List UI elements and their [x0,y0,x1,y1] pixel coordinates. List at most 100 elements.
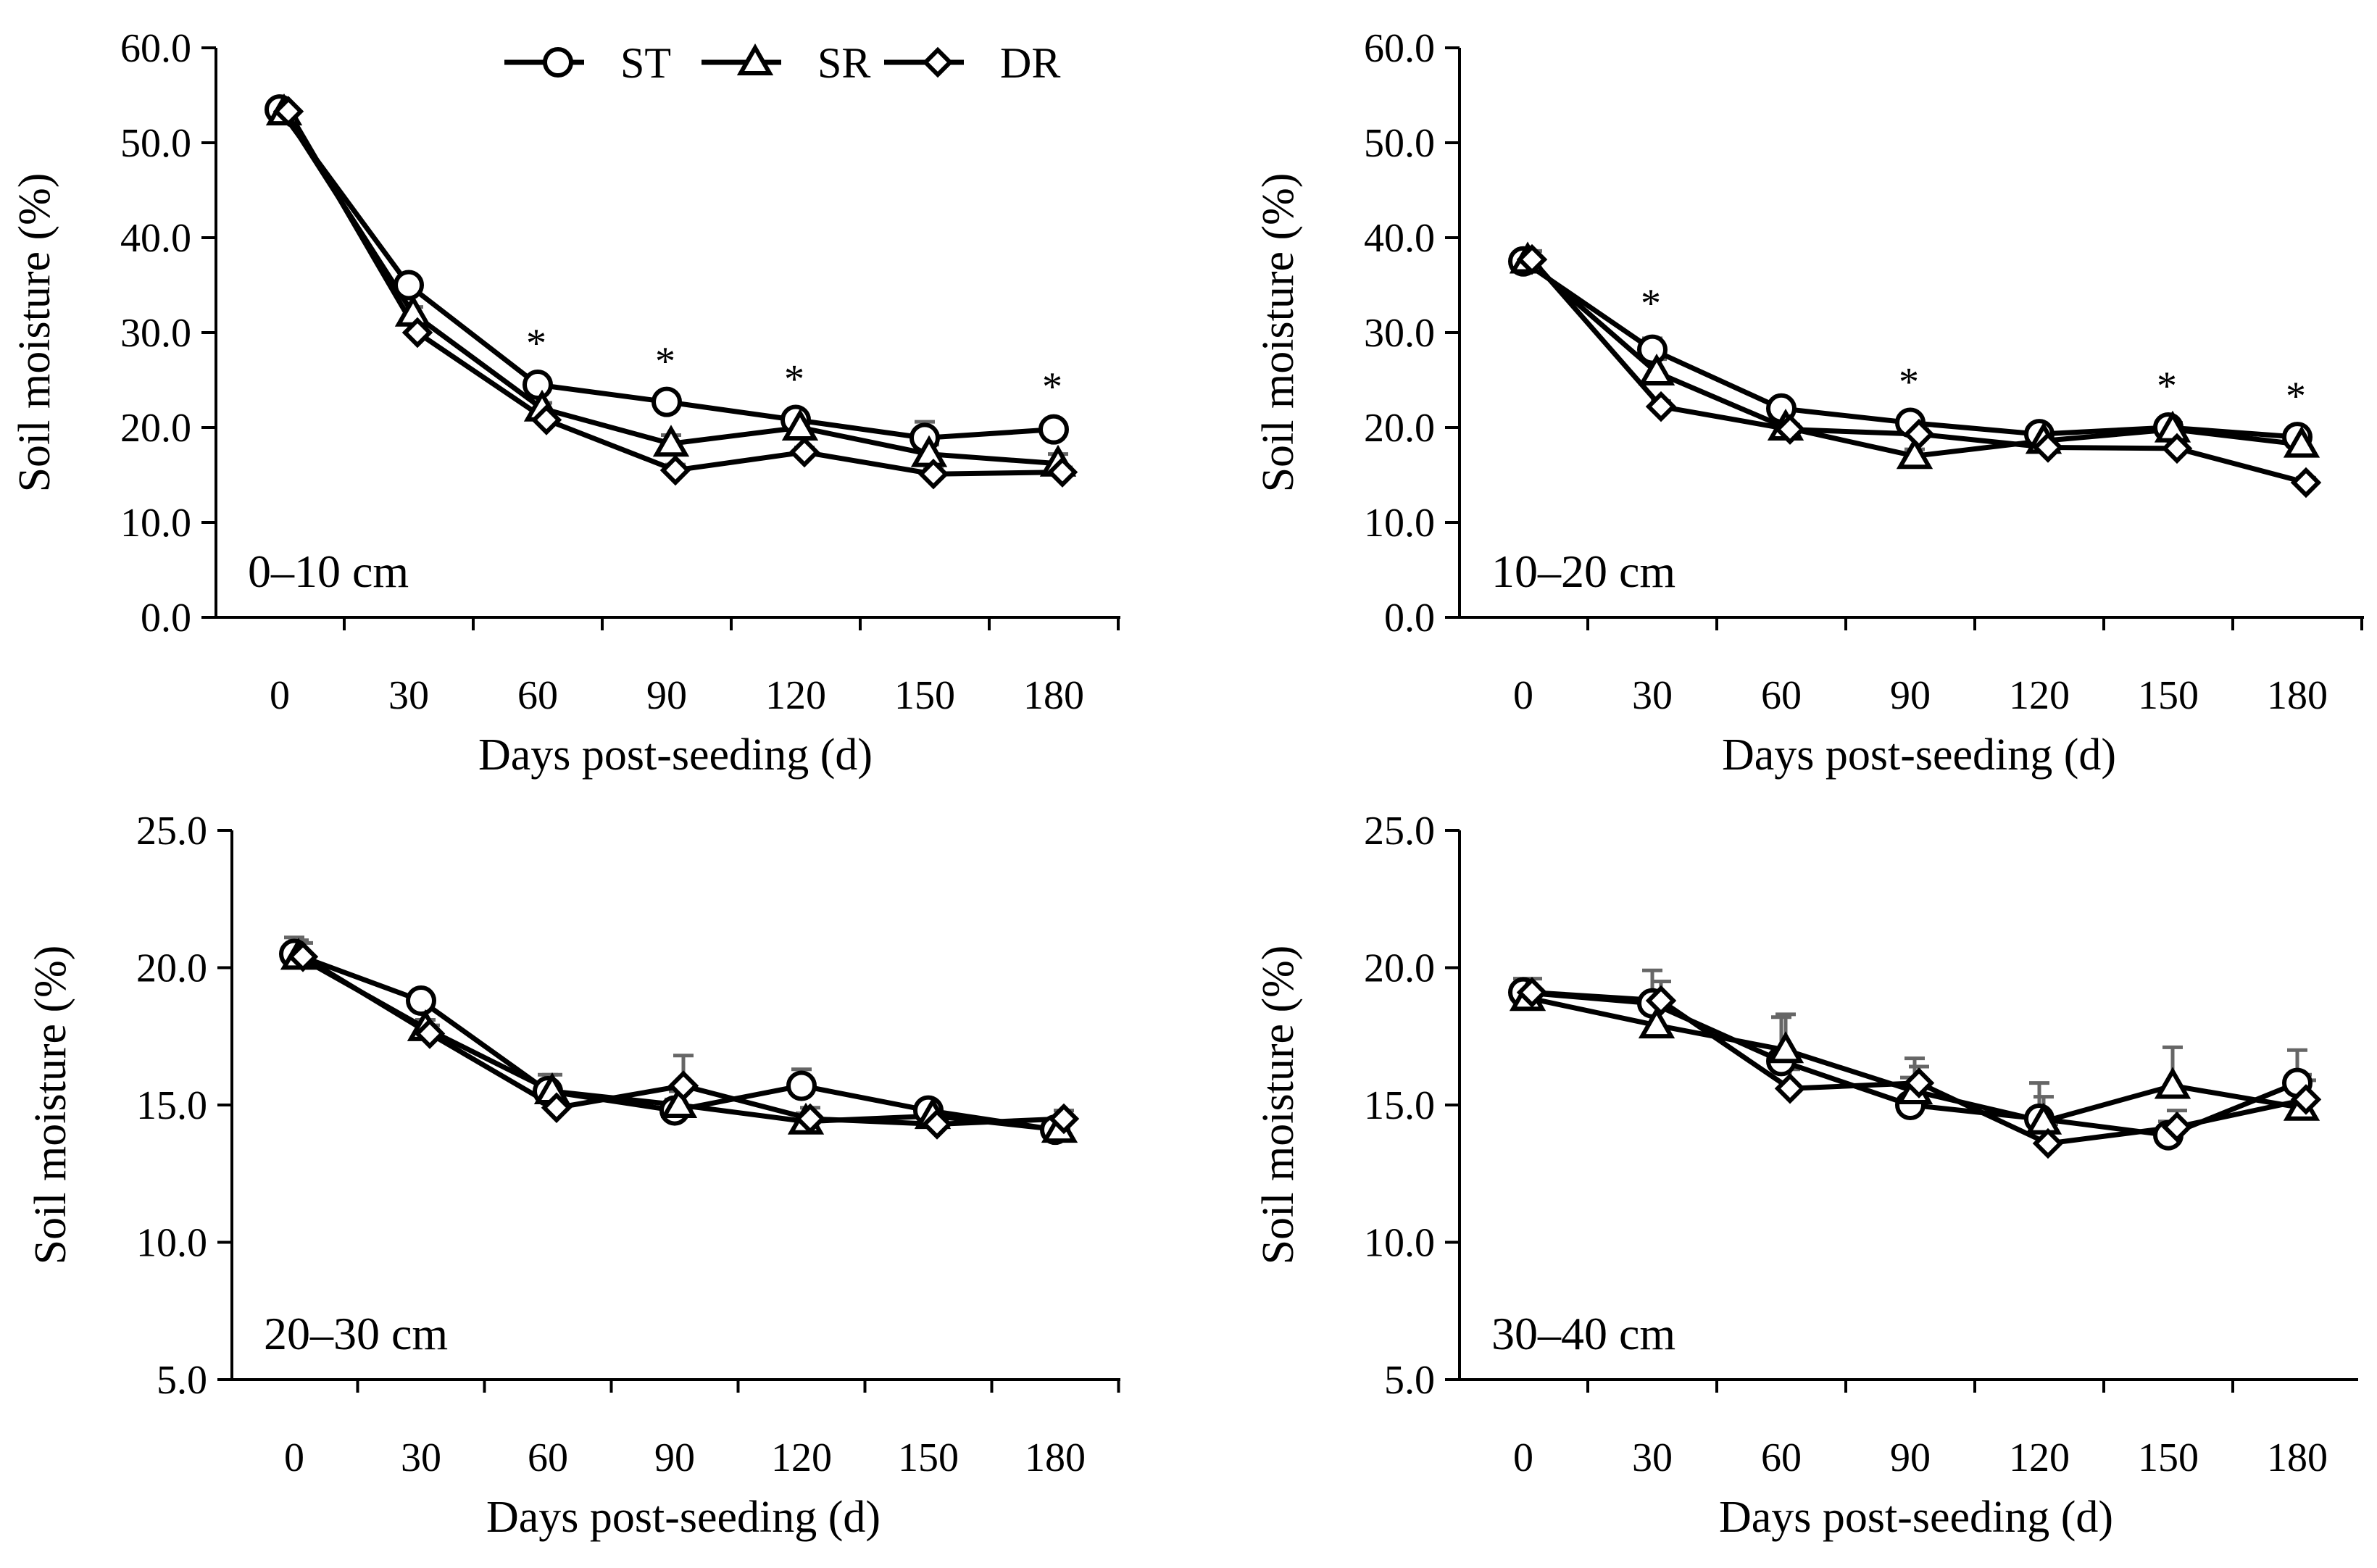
x-tick-label: 150 [894,673,955,718]
data-point-dr [2161,433,2193,464]
data-point-dr [1048,1103,1080,1135]
data-point-dr [1903,418,1935,450]
data-point-dr [530,404,562,435]
y-tick-label: 10.0 [120,501,191,546]
data-point-st [1637,334,1668,365]
legend-label-st: ST [620,39,671,87]
x-tick-label: 150 [2138,1435,2199,1480]
significance-mark: * [2286,374,2306,419]
y-axis-title: Soil moisture (%) [26,946,75,1265]
y-axis-title: Soil moisture (%) [10,173,59,493]
y-tick-label: 20.0 [120,406,191,451]
data-point-dr [1516,243,1548,275]
x-tick-label: 60 [1761,1435,1802,1480]
x-tick-label: 60 [528,1435,568,1480]
data-point-dr [921,1109,953,1140]
data-point-dr [272,96,304,128]
y-tick-label: 60.0 [120,26,191,71]
data-point-dr [541,1092,573,1124]
data-point-sr [652,425,690,457]
y-tick-label: 5.0 [1384,1358,1435,1403]
data-point-st [406,985,436,1016]
data-point-dr [2290,1084,2322,1115]
data-point-dr [1903,1067,1935,1098]
data-point-dr [788,436,820,468]
x-tick-label: 180 [2267,1435,2328,1480]
data-point-dr [1645,985,1677,1017]
x-tick-label: 180 [2267,673,2328,718]
x-tick-label: 120 [771,1435,832,1480]
x-tick-label: 180 [1025,1435,1086,1480]
data-point-dr [2032,432,2064,463]
data-point-sr [660,1085,698,1118]
y-tick-label: 30.0 [1364,311,1435,356]
depth-label: 10–20 cm [1491,546,1675,597]
x-tick-label: 90 [1890,673,1931,718]
data-point-dr [1774,414,1806,445]
x-axis-title: Days post-seeding (d) [486,1493,881,1542]
data-point-dr [1645,391,1677,422]
data-point-dr [401,317,433,349]
legend: ST SR DR [504,39,1060,87]
y-tick-label: 0.0 [141,596,191,641]
data-point-dr [1774,1073,1806,1104]
y-tick-label: 10.0 [1364,501,1435,546]
legend-label-dr: DR [1000,39,1060,87]
significance-mark: * [1641,281,1661,326]
data-point-dr [2161,1112,2193,1143]
data-point-sr [1896,437,1933,470]
y-tick-label: 50.0 [120,121,191,166]
data-point-sr [2154,1067,2191,1099]
data-point-st [523,370,553,401]
legend-label-sr: SR [817,39,870,87]
x-tick-label: 0 [1513,1435,1533,1480]
y-tick-label: 10.0 [1364,1221,1435,1266]
y-tick-label: 10.0 [136,1221,207,1266]
depth-label: 0–10 cm [248,546,409,597]
data-point-st [1038,414,1069,445]
significance-mark: * [784,357,804,402]
y-tick-label: 20.0 [1364,946,1435,991]
data-point-sr [2283,425,2320,458]
data-point-dr [917,458,949,490]
data-point-sr [1767,1031,1804,1064]
data-point-sr [2025,1102,2062,1135]
x-tick-label: 120 [765,673,826,718]
panel-3: 5.0 10.0 15.0 20.0 25.0 0 30 60 90 120 150 180 Days … [26,809,1120,1542]
significance-mark: * [1042,364,1062,409]
y-tick-label: 25.0 [1364,809,1435,854]
x-tick-label: 0 [1513,673,1533,718]
x-tick-label: 120 [2009,1435,2070,1480]
x-axis-title: Days post-seeding (d) [1722,730,2116,780]
y-tick-label: 15.0 [136,1083,207,1128]
data-point-dr [2032,1127,2064,1159]
x-tick-label: 150 [2138,673,2199,718]
y-axis-title: Soil moisture (%) [1254,946,1303,1265]
data-point-dr [659,454,691,486]
x-tick-label: 30 [401,1435,441,1480]
significance-mark: * [2157,364,2177,409]
panel-1: 0.0 10.0 20.0 30.0 40.0 50.0 60.0 0 30 60 90 120 150… [10,26,1120,780]
y-tick-label: 50.0 [1364,121,1435,166]
x-tick-label: 60 [1761,673,1802,718]
significance-mark: * [1899,360,1919,405]
data-point-st [652,386,682,417]
y-tick-label: 0.0 [1384,596,1435,641]
legend-marker-dr [922,46,954,78]
x-axis-title: Days post-seeding (d) [1719,1493,2113,1542]
data-point-dr [1046,456,1078,488]
legend-marker-st [543,47,573,78]
y-tick-label: 30.0 [120,311,191,356]
y-tick-label: 20.0 [1364,406,1435,451]
legend-marker-sr [736,43,774,75]
x-tick-label: 60 [517,673,558,718]
x-tick-label: 90 [646,673,687,718]
data-point-st [394,270,424,301]
x-tick-label: 120 [2009,673,2070,718]
panel-2: 0.0 10.0 20.0 30.0 40.0 50.0 60.0 0 30 60 90 120 150… [1254,26,2364,780]
data-point-sr [781,408,819,441]
significance-mark: * [526,321,546,366]
chart-panels: 0.0 10.0 20.0 30.0 40.0 50.0 60.0 0 30 60 90 120 150… [10,26,2364,1542]
